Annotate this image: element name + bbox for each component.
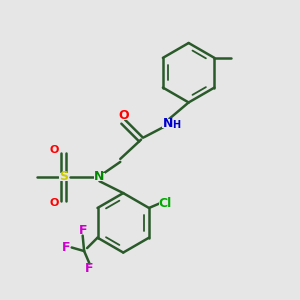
Text: O: O [118,109,129,122]
Bar [159,199,172,208]
Text: F: F [78,224,87,237]
Text: Cl: Cl [159,197,172,210]
Bar [119,112,128,119]
Text: S: S [59,170,68,183]
Bar [51,146,59,154]
Text: F: F [85,262,94,275]
Bar [51,200,59,207]
Text: N: N [94,170,105,183]
Text: H: H [172,120,180,130]
Text: F: F [61,241,70,254]
Bar [94,172,105,181]
Bar [59,172,69,181]
Bar [162,119,177,128]
Text: O: O [50,199,59,208]
Text: O: O [50,145,59,155]
Text: N: N [163,117,173,130]
